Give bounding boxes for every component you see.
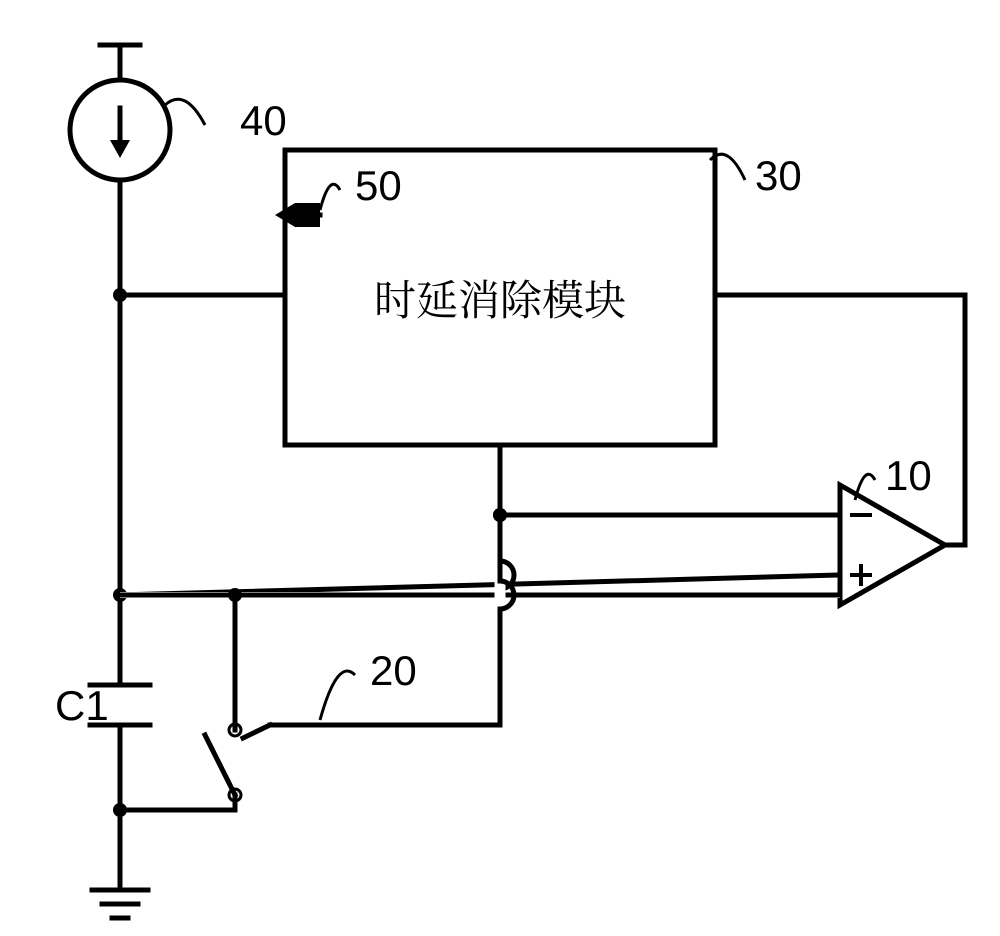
label-l20: 20 [370,647,417,694]
label-l10: 10 [885,452,932,499]
label-l40: 40 [240,97,287,144]
module-label: 时延消除模块 [374,268,626,328]
label-c1: C1 [55,682,109,729]
label-l50: 50 [355,162,402,209]
label-l30: 30 [755,152,802,199]
